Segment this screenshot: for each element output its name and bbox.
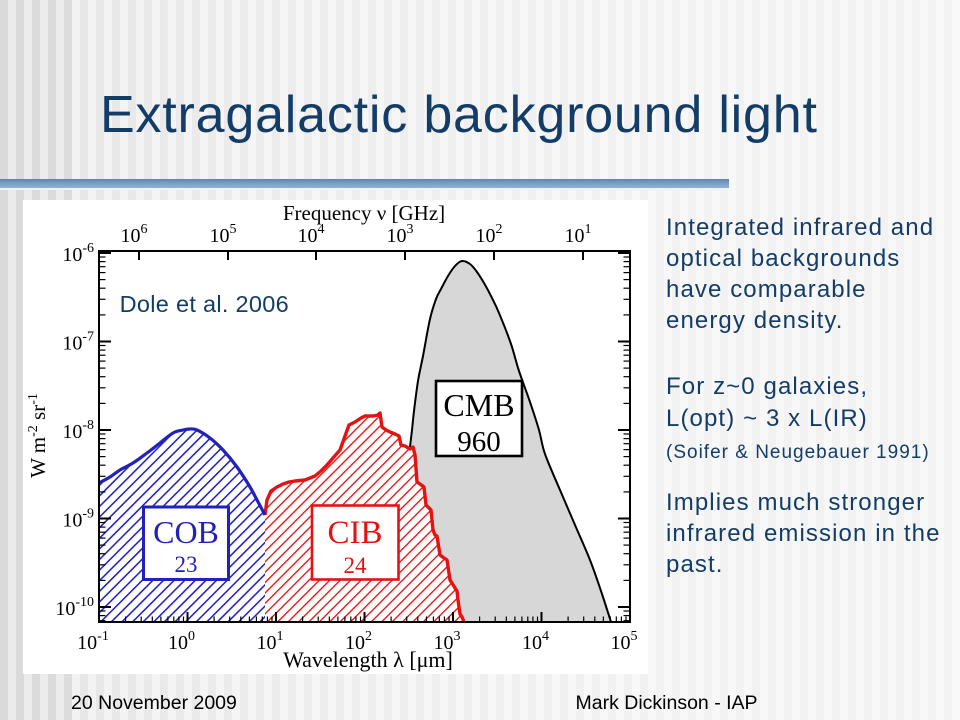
svg-text:CIB: CIB	[327, 515, 382, 551]
svg-text:10-6: 10-6	[62, 241, 94, 266]
svg-text:Frequency ν [GHz]: Frequency ν [GHz]	[283, 201, 445, 225]
svg-text:104: 104	[522, 629, 549, 654]
svg-text:960: 960	[457, 426, 501, 458]
svg-text:10-1: 10-1	[77, 629, 109, 654]
svg-text:102: 102	[476, 222, 503, 247]
svg-text:24: 24	[344, 553, 368, 578]
svg-text:104: 104	[298, 222, 325, 247]
svg-text:Dole et al. 2006: Dole et al. 2006	[120, 291, 289, 317]
svg-text:10-10: 10-10	[55, 595, 94, 620]
svg-text:23: 23	[175, 552, 198, 577]
svg-text:101: 101	[565, 222, 592, 247]
svg-text:COB: COB	[153, 514, 219, 550]
svg-text:10-7: 10-7	[62, 330, 94, 355]
svg-text:105: 105	[210, 222, 237, 247]
svg-text:10-9: 10-9	[62, 507, 94, 532]
svg-text:100: 100	[168, 629, 195, 654]
svg-text:CMB: CMB	[443, 387, 514, 423]
svg-text:105: 105	[611, 629, 638, 654]
svg-text:10-8: 10-8	[62, 418, 94, 443]
svg-text:103: 103	[387, 222, 414, 247]
svg-text:101: 101	[257, 629, 284, 654]
svg-text:W m-2 sr-1: W m-2 sr-1	[26, 393, 50, 478]
svg-text:106: 106	[121, 222, 148, 247]
svg-text:Wavelength λ [μm]: Wavelength λ [μm]	[283, 647, 453, 672]
